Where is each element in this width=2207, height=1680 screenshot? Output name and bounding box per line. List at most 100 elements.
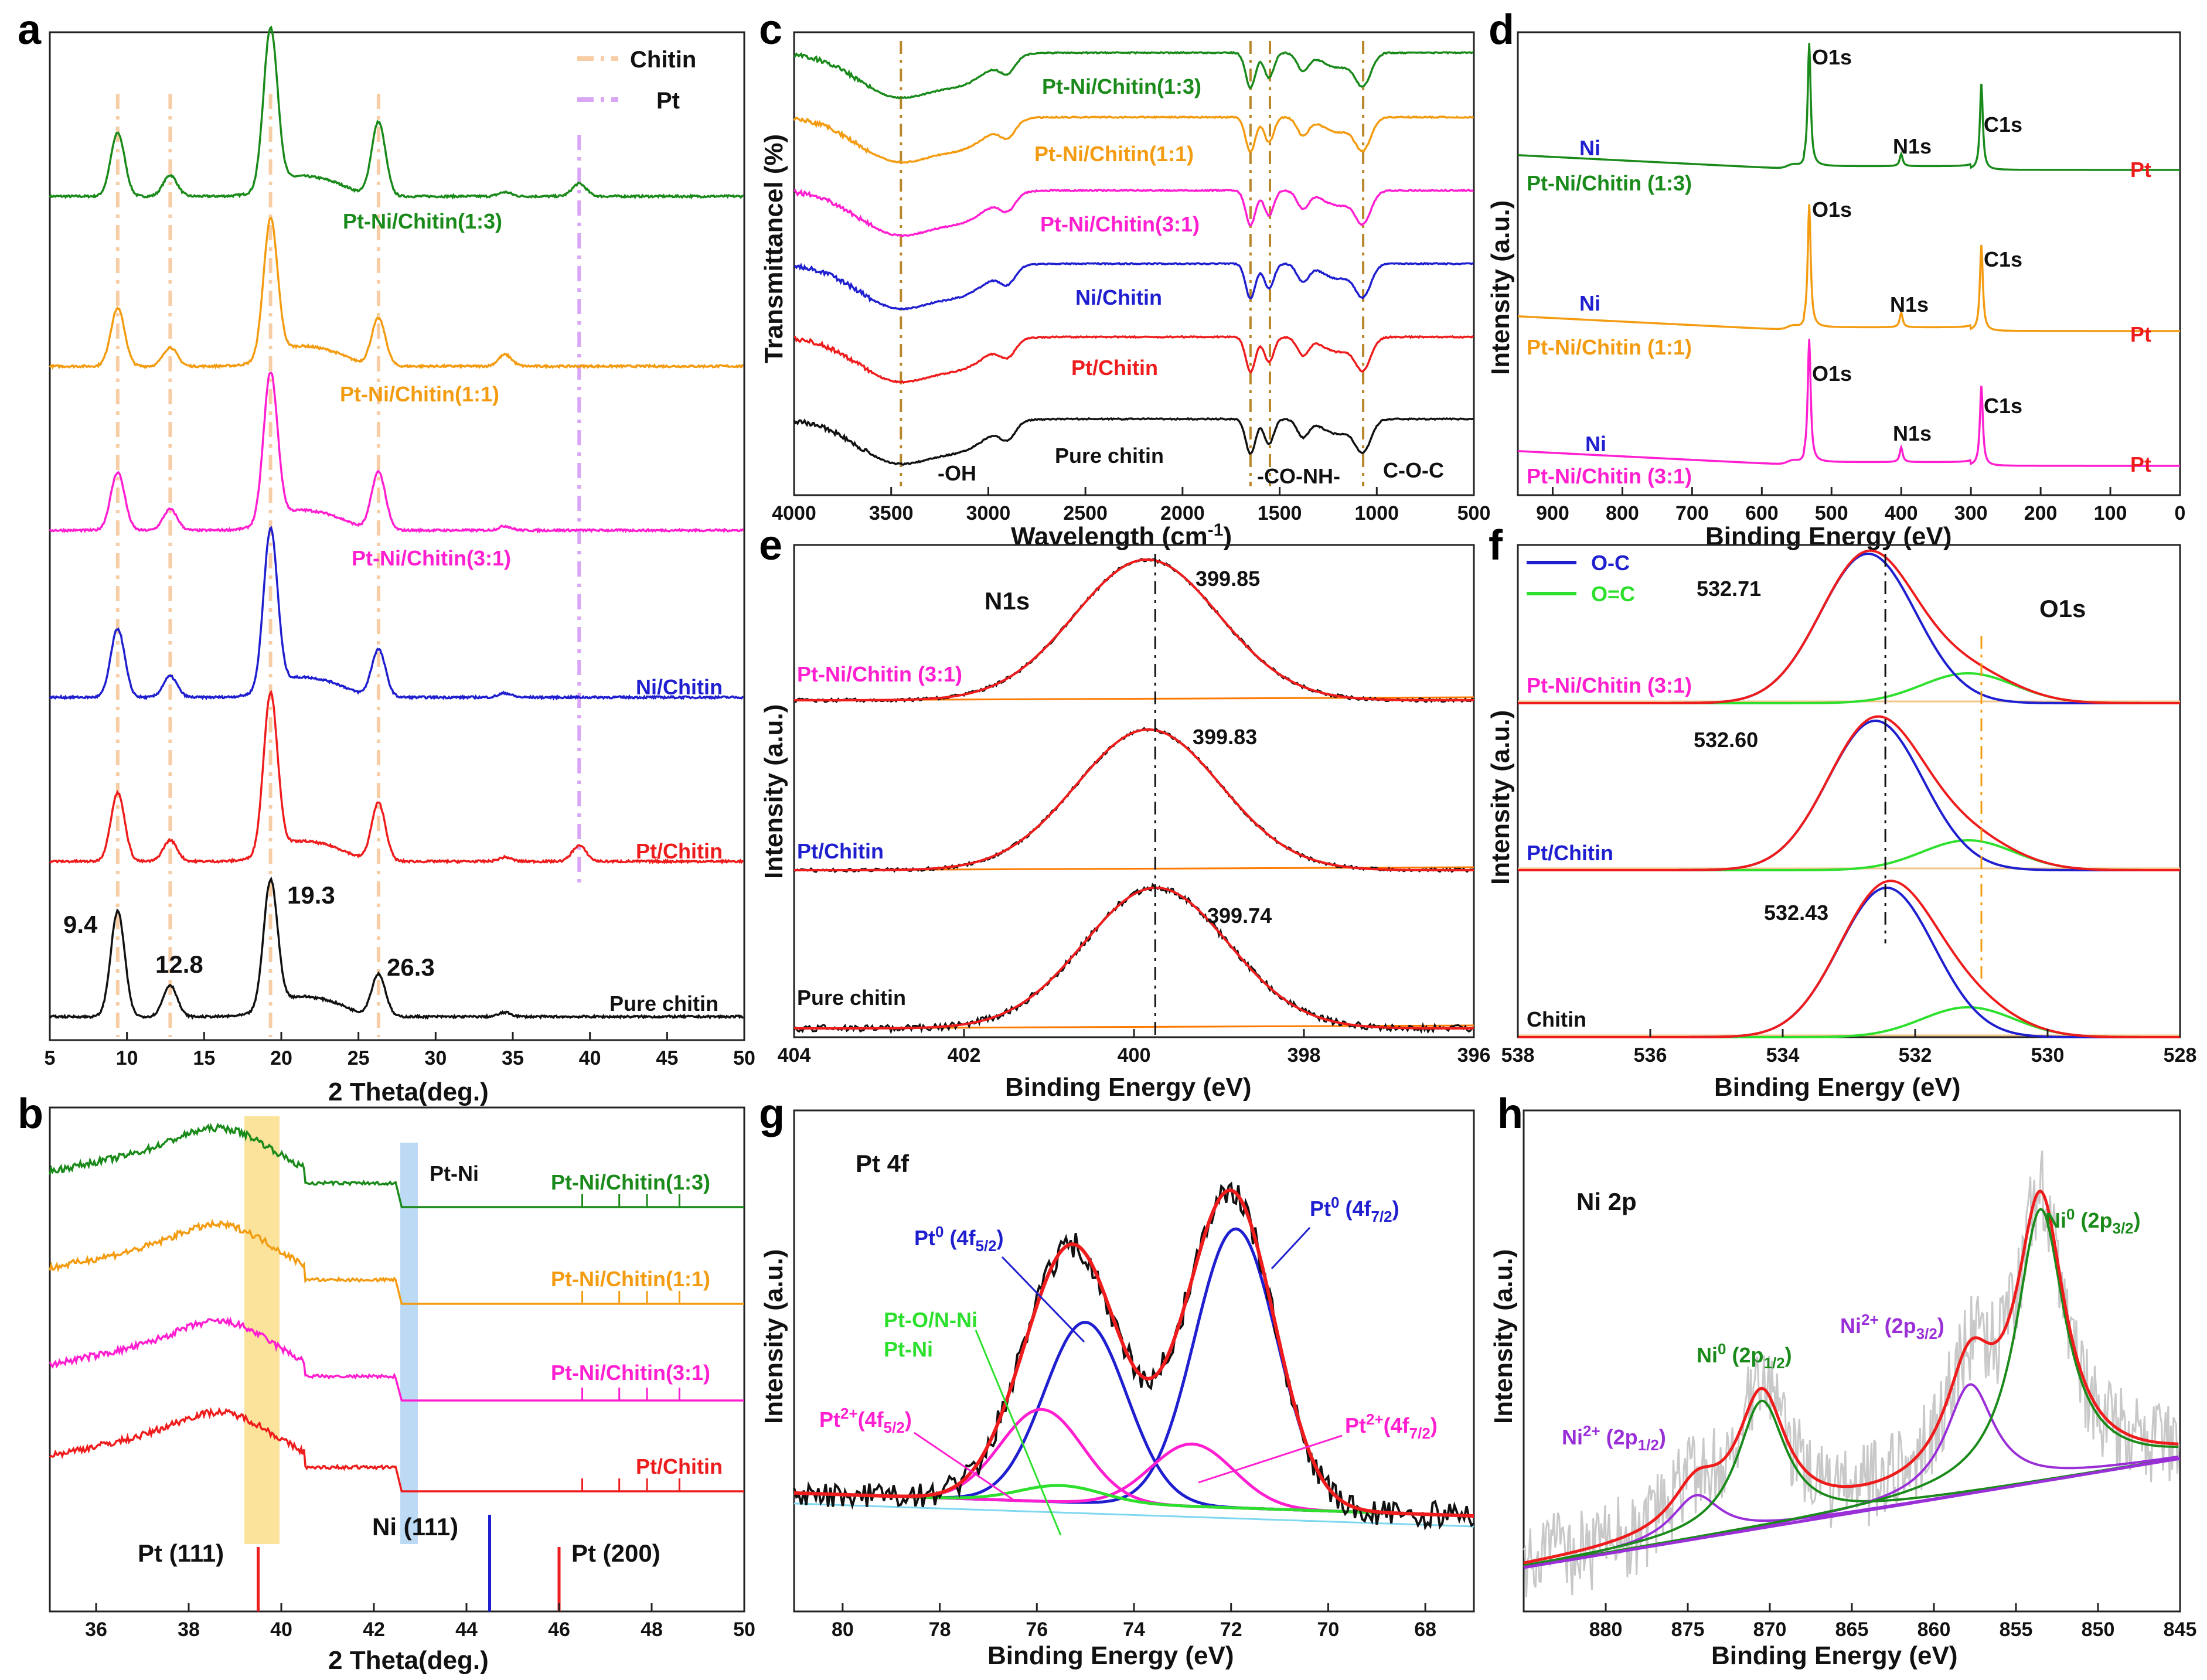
panel-b-reference-sticks bbox=[257, 1515, 561, 1611]
f-series-2-oeqc bbox=[1518, 1006, 2180, 1038]
a-series-1-curve bbox=[49, 216, 744, 370]
a-peak-9-4: 9.4 bbox=[63, 911, 98, 938]
d-tick-label: 100 bbox=[2094, 502, 2127, 524]
h-y-axis-label: Intensity (a.u.) bbox=[1489, 1249, 1518, 1424]
d-ni-label-1: Ni bbox=[1579, 136, 1600, 160]
panel-b: b Pt-Ni 36 38 40 42 44 46 48 50 Pt-Ni/Chitin(1:… bbox=[18, 1091, 755, 1675]
panel-g: g 80 78 76 74 72 70 68 Pt 4f Pt0 (4f5/2) Pt0 (… bbox=[759, 1091, 1475, 1670]
f-label-pt-chitin: Pt/Chitin bbox=[1527, 841, 1613, 865]
c-series-1-curve bbox=[793, 115, 1474, 164]
panel-e-frame bbox=[793, 544, 1475, 1038]
c-label-pt-ni-1-1: Pt-Ni/Chitin(1:1) bbox=[1034, 142, 1194, 166]
b-ref-label-pt111: Pt (111) bbox=[138, 1539, 224, 1567]
c-tick-label: 2500 bbox=[1063, 502, 1108, 524]
g-fit bbox=[793, 1188, 1474, 1518]
a-label-pt-ni-3-1: Pt-Ni/Chitin(3:1) bbox=[352, 546, 511, 570]
c-annot-oh: -OH bbox=[938, 461, 976, 485]
c-label-pt-chitin: Pt/Chitin bbox=[1071, 356, 1158, 380]
d-pt-label-3: Pt bbox=[2130, 452, 2151, 476]
a-tick-label: 20 bbox=[270, 1047, 292, 1069]
g-arrow-pt2-72 bbox=[1198, 1434, 1343, 1484]
b-label-pt-ni-3-1: Pt-Ni/Chitin(3:1) bbox=[551, 1361, 710, 1385]
panel-g-label: g bbox=[759, 1091, 785, 1137]
f-tick-label: 538 bbox=[1501, 1044, 1535, 1066]
a-label-pt-chitin: Pt/Chitin bbox=[636, 839, 723, 863]
e-tick-label: 396 bbox=[1457, 1044, 1491, 1066]
g-label-pt-o-n-ni: Pt-O/N-Ni bbox=[884, 1308, 978, 1332]
panel-c: c 4000 3500 3000 2500 2000 1500 1000 500 Pt-Ni/… bbox=[759, 6, 1490, 551]
panel-a-reference-lines bbox=[115, 94, 581, 1037]
d-label-1-1: Pt-Ni/Chitin (1:1) bbox=[1527, 335, 1692, 359]
panel-a-label: a bbox=[18, 6, 42, 53]
c-label-pure-chitin: Pure chitin bbox=[1055, 444, 1164, 468]
d-tick-label: 600 bbox=[1745, 502, 1779, 524]
g-component-3 bbox=[793, 1442, 1473, 1518]
b-series-0-curve bbox=[49, 1122, 744, 1208]
h-tick-label: 860 bbox=[1917, 1618, 1951, 1641]
panel-h-label: h bbox=[1497, 1091, 1523, 1137]
panel-b-curves bbox=[49, 1122, 744, 1492]
g-label-pt-ni: Pt-Ni bbox=[884, 1337, 933, 1361]
a-tick-label: 35 bbox=[502, 1047, 524, 1069]
d-tick-label: 800 bbox=[1606, 502, 1639, 524]
h-x-axis-label: Binding Energy (eV) bbox=[1711, 1641, 1957, 1670]
panel-d-frame bbox=[1517, 31, 2181, 496]
h-label-ni0-12: Ni0 (2p1/2) bbox=[1697, 1340, 1792, 1372]
panel-c-reference-lines bbox=[900, 41, 1365, 486]
e-x-axis-label: Binding Energy (eV) bbox=[1005, 1073, 1251, 1102]
h-title: Ni 2p bbox=[1576, 1188, 1637, 1215]
f-x-axis-label: Binding Energy (eV) bbox=[1714, 1073, 1960, 1102]
a-series-3-curve bbox=[49, 526, 744, 701]
c-series-0-curve bbox=[793, 50, 1474, 100]
e-label-3-1: Pt-Ni/Chitin (3:1) bbox=[797, 662, 962, 686]
panel-c-label: c bbox=[759, 6, 782, 53]
panel-e-x-ticks: 404 402 400 398 396 bbox=[778, 1029, 1491, 1066]
panel-e: e 404 402 400 398 396 N1s 399.85 399.83 399.… bbox=[759, 522, 1490, 1102]
d-tick-label: 500 bbox=[1815, 502, 1848, 524]
panel-d-label: d bbox=[1489, 6, 1514, 53]
a-tick-label: 15 bbox=[193, 1047, 215, 1069]
panel-e-label: e bbox=[759, 522, 782, 569]
panel-h: h 880 875 870 865 860 855 850 845 Ni 2p Ni2+ (2… bbox=[1489, 1091, 2196, 1670]
g-tick-label: 74 bbox=[1123, 1618, 1145, 1641]
d-series-0-curve bbox=[1518, 43, 2180, 171]
f-peak-label-2: 532.60 bbox=[1694, 728, 1758, 752]
b-ptni-band bbox=[400, 1143, 418, 1544]
b-label-pt-chitin: Pt/Chitin bbox=[636, 1454, 723, 1478]
c-tick-label: 1000 bbox=[1354, 502, 1399, 524]
d-tick-label: 300 bbox=[1954, 502, 1988, 524]
panel-f-curves bbox=[1518, 549, 2180, 1038]
g-arrow-ptni bbox=[975, 1330, 1062, 1536]
b-series-2-curve bbox=[49, 1316, 744, 1402]
a-label-ni-chitin: Ni/Chitin bbox=[636, 675, 723, 699]
g-title: Pt 4f bbox=[856, 1150, 910, 1177]
h-tick-label: 865 bbox=[1835, 1618, 1869, 1641]
f-label-chitin: Chitin bbox=[1527, 1007, 1586, 1031]
d-series-1-curve bbox=[1518, 204, 2180, 332]
g-tick-label: 78 bbox=[929, 1618, 951, 1641]
d-x-axis-label: Binding Energy (eV) bbox=[1705, 522, 1951, 551]
a-label-pt-ni-1-3: Pt-Ni/Chitin(1:3) bbox=[343, 209, 502, 233]
e-series-1-raw bbox=[793, 727, 1474, 873]
legend-pt-label: Pt bbox=[656, 88, 680, 114]
g-label-pt0-72: Pt0 (4f7/2) bbox=[1310, 1194, 1399, 1225]
g-label-pt0-52: Pt0 (4f5/2) bbox=[914, 1223, 1004, 1255]
g-tick-label: 70 bbox=[1317, 1618, 1340, 1641]
f-tick-label: 534 bbox=[1766, 1044, 1800, 1066]
d-y-axis-label: Intensity (a.u.) bbox=[1486, 200, 1515, 375]
d-label-1-3: Pt-Ni/Chitin (1:3) bbox=[1527, 171, 1692, 195]
f-legend-oeqc-label: O=C bbox=[1591, 582, 1635, 606]
b-tick-label: 38 bbox=[178, 1618, 200, 1641]
e-tick-label: 402 bbox=[948, 1044, 981, 1066]
d-tick-label: 400 bbox=[1885, 502, 1918, 524]
c-tick-label: 3500 bbox=[869, 502, 914, 524]
d-ni-label-3: Ni bbox=[1585, 432, 1606, 456]
e-title: N1s bbox=[985, 587, 1030, 615]
e-label-pt-chitin: Pt/Chitin bbox=[797, 839, 884, 863]
panel-f: f 538 536 534 532 530 528 O-C O=C O1s 532.71 … bbox=[1486, 522, 2196, 1102]
g-y-axis-label: Intensity (a.u.) bbox=[759, 1249, 788, 1424]
c-tick-label: 3000 bbox=[966, 502, 1011, 524]
panel-b-label: b bbox=[18, 1091, 43, 1137]
d-ni-label-2: Ni bbox=[1579, 291, 1600, 315]
d-tick-label: 700 bbox=[1675, 502, 1709, 524]
